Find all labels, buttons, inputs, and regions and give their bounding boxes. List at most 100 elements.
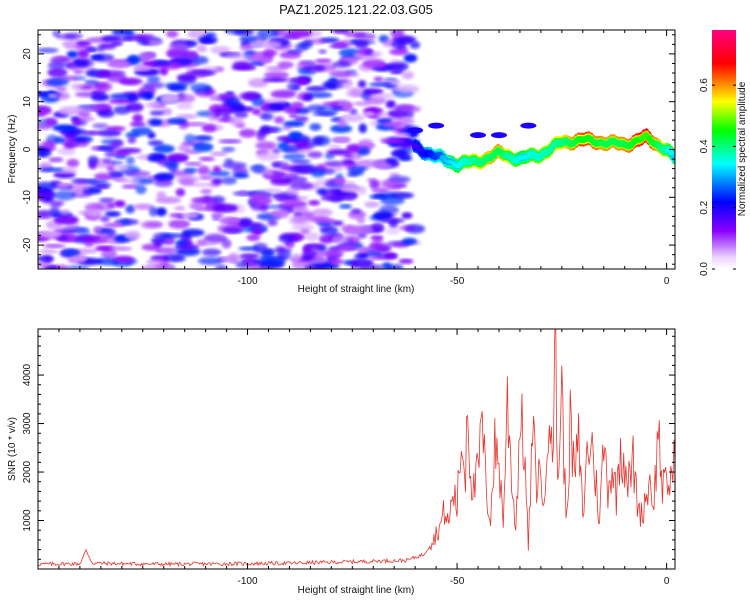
noise-cell <box>200 188 213 194</box>
colorbar: 0.0 0.2 0.4 0.6 Normalized spectral amplitu… <box>699 30 748 276</box>
noise-cell <box>290 182 313 190</box>
noise-cell <box>38 230 62 238</box>
noise-cell <box>243 257 256 267</box>
noise-cell <box>392 192 415 199</box>
noise-cell <box>96 246 114 251</box>
noise-cell <box>82 130 102 136</box>
noise-cell <box>39 190 56 198</box>
colorbar-tick-label: 0.6 <box>699 78 710 92</box>
noise-cell <box>174 244 200 251</box>
noise-cell <box>305 232 320 242</box>
noise-cell <box>343 260 353 266</box>
noise-cell <box>106 165 116 172</box>
noise-cell <box>168 84 187 92</box>
noise-cell <box>283 153 306 161</box>
noise-cell <box>153 240 163 247</box>
noise-cell <box>364 201 380 208</box>
x-tick-label: 0 <box>664 576 670 587</box>
noise-cell <box>348 235 361 245</box>
noise-cell <box>409 41 421 49</box>
ridge-cell <box>645 136 653 141</box>
noise-cell <box>385 157 399 164</box>
noise-cell <box>198 257 223 265</box>
noise-cell <box>362 58 386 69</box>
noise-cell <box>164 159 179 169</box>
noise-cell <box>104 211 121 217</box>
noise-cell <box>353 32 376 41</box>
noise-cell <box>38 181 58 192</box>
noise-cell <box>147 140 164 146</box>
noise-cell <box>180 213 200 219</box>
noise-cell <box>72 57 95 68</box>
y-tick-label: 3000 <box>22 412 33 435</box>
noise-cell <box>57 147 76 156</box>
noise-cell <box>106 144 120 151</box>
noise-cell <box>310 38 327 45</box>
noise-cell <box>249 195 273 206</box>
noise-cell <box>54 92 71 100</box>
noise-cell <box>154 174 165 181</box>
noise-cell <box>48 157 64 163</box>
noise-cell <box>176 73 197 82</box>
noise-cell <box>221 238 232 249</box>
noise-cell <box>160 233 184 239</box>
noise-cell <box>284 176 308 184</box>
noise-cell <box>292 211 302 217</box>
x-tick-label: 0 <box>664 276 670 287</box>
noise-cell <box>153 144 175 154</box>
noise-cell <box>385 100 396 109</box>
noise-cell <box>114 200 126 208</box>
noise-cell <box>86 209 103 217</box>
noise-cell <box>215 264 228 269</box>
noise-cell <box>209 151 228 156</box>
noise-cell <box>267 219 278 227</box>
noise-cell <box>198 156 215 162</box>
noise-cell <box>92 123 109 129</box>
noise-cell <box>238 246 260 251</box>
noise-cell <box>84 79 99 86</box>
noise-cell <box>189 202 205 210</box>
noise-cell <box>137 92 154 100</box>
noise-cell <box>190 70 217 76</box>
noise-cell <box>382 179 398 188</box>
noise-cell <box>57 225 78 231</box>
noise-cell <box>330 124 353 133</box>
noise-cell <box>175 113 198 120</box>
noise-cell <box>102 222 126 228</box>
noise-cell <box>270 209 290 219</box>
noise-cell <box>238 92 259 101</box>
noise-cell <box>328 144 343 150</box>
noise-cell <box>146 75 161 84</box>
noise-cell <box>49 201 64 208</box>
noise-cell <box>331 235 354 244</box>
noise-cell <box>203 233 227 244</box>
noise-cell <box>155 207 167 217</box>
noise-cell <box>129 121 146 127</box>
y-tick-label: 20 <box>22 48 33 60</box>
noise-cell <box>285 30 312 38</box>
noise-cell <box>309 123 322 131</box>
noise-cell <box>89 181 112 188</box>
noise-cell <box>238 190 247 196</box>
noise-cell <box>53 190 76 201</box>
noise-cell <box>219 216 241 225</box>
noise-cell <box>370 235 384 241</box>
noise-cell <box>78 111 91 118</box>
noise-cell <box>97 109 115 118</box>
ridge-cell <box>520 122 537 129</box>
noise-cell <box>335 243 358 252</box>
noise-cell <box>252 227 263 236</box>
noise-cell <box>384 252 397 260</box>
noise-cell <box>125 156 135 166</box>
noise-cell <box>184 133 196 144</box>
noise-cell <box>191 56 209 65</box>
noise-cell <box>38 249 59 254</box>
noise-cell <box>398 258 414 264</box>
noise-cell <box>239 128 257 138</box>
noise-cell <box>197 165 210 176</box>
noise-cell <box>286 49 303 54</box>
noise-cell <box>305 243 325 250</box>
noise-cell <box>193 135 213 142</box>
noise-cell <box>295 141 309 148</box>
noise-cell <box>109 93 136 100</box>
